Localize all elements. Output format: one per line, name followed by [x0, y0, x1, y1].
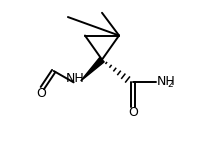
- Text: NH: NH: [66, 72, 84, 85]
- Text: O: O: [128, 106, 138, 119]
- Text: 2: 2: [168, 80, 173, 89]
- Text: NH: NH: [157, 75, 175, 88]
- Text: O: O: [36, 87, 46, 100]
- Polygon shape: [81, 57, 104, 81]
